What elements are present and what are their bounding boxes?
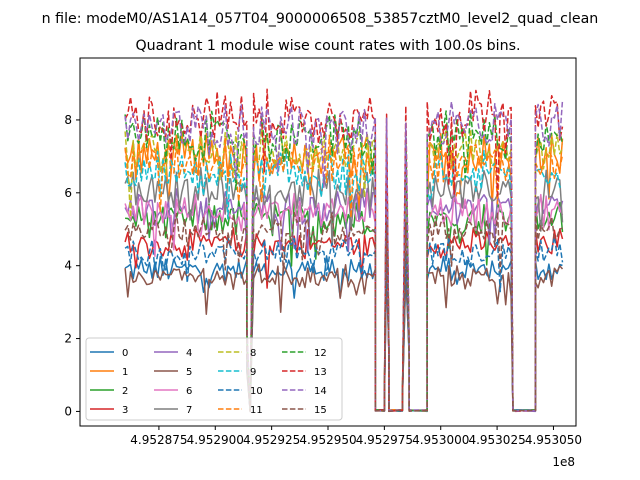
y-tick-label: 4	[64, 259, 72, 273]
series-layer	[124, 88, 564, 413]
x-tick-label: 4.952925	[243, 433, 300, 447]
legend-label-5: 5	[186, 367, 192, 378]
legend-label-8: 8	[250, 348, 256, 359]
legend-label-11: 11	[250, 405, 263, 416]
series-line-11	[124, 134, 564, 413]
series-line-6	[124, 190, 564, 413]
series-line-7	[124, 166, 564, 413]
legend-label-6: 6	[186, 386, 192, 397]
legend-label-14: 14	[314, 386, 327, 397]
series-line-5	[124, 263, 564, 413]
legend-label-3: 3	[122, 405, 128, 416]
legend-label-7: 7	[186, 405, 192, 416]
y-tick-label: 8	[64, 113, 72, 127]
series-line-13	[124, 88, 564, 413]
legend-label-2: 2	[122, 386, 128, 397]
y-tick-label: 6	[64, 186, 72, 200]
legend-label-10: 10	[250, 386, 263, 397]
series-line-14	[124, 100, 564, 413]
series-line-2	[125, 199, 564, 413]
x-offset-label: 1e8	[552, 455, 575, 469]
series-line-9	[124, 150, 563, 413]
y-tick-label: 2	[64, 332, 72, 346]
x-tick-label: 4.953025	[468, 433, 525, 447]
legend-label-0: 0	[122, 348, 128, 359]
x-tick-label: 4.953000	[412, 433, 469, 447]
legend-label-4: 4	[186, 348, 192, 359]
x-tick-label: 4.952900	[187, 433, 244, 447]
y-tick-label: 0	[64, 404, 72, 418]
legend-label-15: 15	[314, 405, 327, 416]
x-tick-label: 4.952975	[356, 433, 413, 447]
legend-label-13: 13	[314, 367, 327, 378]
chart-title: Quadrant 1 module wise count rates with …	[135, 38, 520, 54]
series-line-15	[124, 211, 563, 413]
legend-label-9: 9	[250, 367, 256, 378]
suptitle: n file: modeM0/AS1A14_057T04_9000006508_…	[42, 11, 599, 27]
y-axis: 0 2 4 6 8	[64, 113, 80, 418]
x-tick-label: 4.953050	[525, 433, 582, 447]
series-line-10	[124, 235, 564, 413]
legend-label-12: 12	[314, 348, 327, 359]
x-axis: 4.952875 4.952900 4.952925 4.952950 4.952975…	[130, 426, 582, 447]
legend-box	[85, 337, 343, 421]
x-tick-label: 4.952875	[130, 433, 187, 447]
x-tick-label: 4.952950	[299, 433, 356, 447]
series-line-12	[124, 110, 564, 413]
legend-label-1: 1	[122, 367, 128, 378]
